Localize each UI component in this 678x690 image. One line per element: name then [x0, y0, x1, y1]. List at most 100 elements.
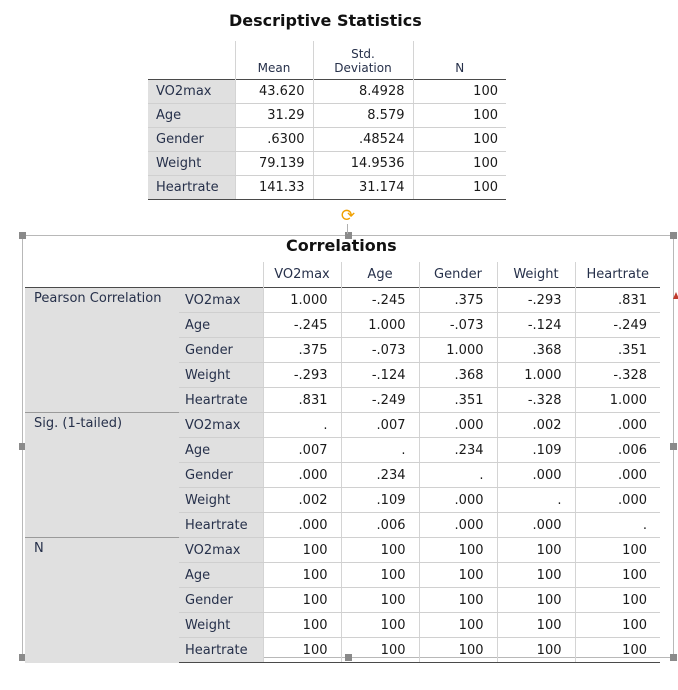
corr-cell: 100 [418, 637, 497, 663]
corr-cell: .368 [418, 362, 497, 388]
corr-row-variable: VO2max [179, 537, 263, 563]
corr-cell: 1.000 [340, 312, 419, 338]
corr-row: Weight 100 100 100 100 100 [25, 612, 660, 638]
corr-cell: . [574, 512, 660, 538]
corr-cell: .000 [418, 512, 497, 538]
corr-header-heartrate: Heartrate [574, 262, 660, 288]
descriptive-statistics-table[interactable]: Mean Std. Deviation N VO2max 43.620 8.4928… [148, 41, 506, 200]
desc-row-label: Heartrate [148, 175, 235, 200]
corr-cell: .000 [262, 512, 341, 538]
corr-cell: .007 [262, 437, 341, 463]
desc-cell-mean: 31.29 [234, 103, 313, 128]
corr-row-variable: VO2max [179, 287, 263, 313]
corr-cell: 100 [418, 612, 497, 638]
desc-cell-std-deviation: 31.174 [312, 175, 413, 200]
corr-cell: 1.000 [418, 337, 497, 363]
corr-header-empty-group [25, 262, 179, 288]
corr-row: Heartrate .831 -.249.351 -.328 1.000 [25, 387, 660, 413]
corr-cell: .000 [574, 462, 660, 488]
desc-row-weight: Weight 79.139 14.9536 100 [148, 151, 506, 176]
desc-header-empty [148, 41, 235, 79]
corr-cell: .831 [574, 287, 660, 313]
corr-cell: -.293 [262, 362, 341, 388]
corr-cell: 100 [574, 637, 660, 663]
corr-cell: 100 [340, 612, 419, 638]
corr-row-variable: Gender [179, 587, 263, 613]
resize-handle-top-center[interactable] [345, 232, 352, 239]
corr-cell: .000 [574, 412, 660, 438]
corr-cell: .831 [262, 387, 341, 413]
desc-header-n: N [412, 41, 506, 79]
correlations-table[interactable]: VO2max Age Gender Weight Heartrate Pearson C… [25, 262, 660, 663]
corr-cell: .007 [340, 412, 419, 438]
corr-cell: .000 [262, 462, 341, 488]
corr-cell: .002 [496, 412, 575, 438]
corr-cell: -.249 [574, 312, 660, 338]
corr-cell: .000 [496, 512, 575, 538]
corr-cell: 100 [574, 537, 660, 563]
resize-handle-bottom-left[interactable] [19, 654, 26, 661]
desc-cell-std-deviation: .48524 [312, 127, 413, 152]
corr-row-variable: Age [179, 562, 263, 588]
corr-row-variable: Weight [179, 487, 263, 513]
corr-cell: 100 [496, 537, 575, 563]
corr-cell: -.328 [496, 387, 575, 413]
desc-header-std-deviation-label: Std. Deviation [334, 46, 392, 75]
resize-handle-top-left[interactable] [19, 232, 26, 239]
desc-cell-std-deviation: 8.579 [312, 103, 413, 128]
corr-header-empty-var [179, 262, 263, 288]
corr-row-variable: Heartrate [179, 387, 263, 413]
corr-row: Heartrate .000.006.000.000. [25, 512, 660, 538]
corr-row: Gender 100 100 100 100 100 [25, 587, 660, 613]
rotate-stem [347, 224, 348, 234]
corr-cell: . [340, 437, 419, 463]
desc-header-std-deviation: Std. Deviation [312, 41, 413, 79]
desc-row-label: Age [148, 103, 235, 128]
rotate-icon[interactable]: ⟳ [340, 206, 356, 226]
desc-row-vo2max: VO2max 43.620 8.4928 100 [148, 79, 506, 104]
corr-cell: 100 [262, 612, 341, 638]
corr-cell: 100 [496, 612, 575, 638]
corr-cell: -.124 [340, 362, 419, 388]
corr-header-vo2max: VO2max [262, 262, 341, 288]
resize-handle-middle-right[interactable] [670, 443, 677, 450]
corr-row-variable: Heartrate [179, 512, 263, 538]
corr-cell: .000 [418, 412, 497, 438]
corr-row-variable: Age [179, 437, 263, 463]
corr-cell: .234 [418, 437, 497, 463]
desc-cell-std-deviation: 14.9536 [312, 151, 413, 176]
desc-cell-n: 100 [412, 103, 506, 128]
corr-cell: -.245 [262, 312, 341, 338]
corr-row: Weight -.293 -.124.368 1.000 -.328 [25, 362, 660, 388]
desc-cell-n: 100 [412, 79, 506, 104]
desc-row-label: VO2max [148, 79, 235, 104]
corr-cell: 100 [340, 562, 419, 588]
corr-cell: 100 [340, 537, 419, 563]
corr-cell: .351 [418, 387, 497, 413]
desc-cell-mean: 43.620 [234, 79, 313, 104]
corr-row-variable: VO2max [179, 412, 263, 438]
resize-handle-top-right[interactable] [670, 232, 677, 239]
corr-row: Age .007. .234.109.006 [25, 437, 660, 463]
corr-cell: 100 [418, 537, 497, 563]
corr-cell: .006 [340, 512, 419, 538]
corr-row: Pearson Correlation VO2max 1.000 -.245.375-… [25, 287, 660, 413]
corr-cell: 1.000 [262, 287, 341, 313]
corr-cell: -.293 [496, 287, 575, 313]
resize-handle-middle-left[interactable] [19, 443, 26, 450]
resize-handle-bottom-right[interactable] [670, 654, 677, 661]
corr-header-gender: Gender [418, 262, 497, 288]
correlations-title: Correlations [286, 236, 397, 255]
desc-cell-n: 100 [412, 127, 506, 152]
desc-cell-n: 100 [412, 151, 506, 176]
corr-cell: 100 [418, 562, 497, 588]
corr-row: Gender .000.234. .000.000 [25, 462, 660, 488]
corr-row: Age -.245 1.000 -.073 -.124 -.249 [25, 312, 660, 338]
desc-cell-std-deviation: 8.4928 [312, 79, 413, 104]
corr-cell: -.124 [496, 312, 575, 338]
corr-cell: .000 [496, 462, 575, 488]
corr-cell: .375 [418, 287, 497, 313]
corr-cell: 100 [262, 537, 341, 563]
desc-cell-mean: 141.33 [234, 175, 313, 200]
corr-group-label: Pearson Correlation [25, 287, 179, 413]
